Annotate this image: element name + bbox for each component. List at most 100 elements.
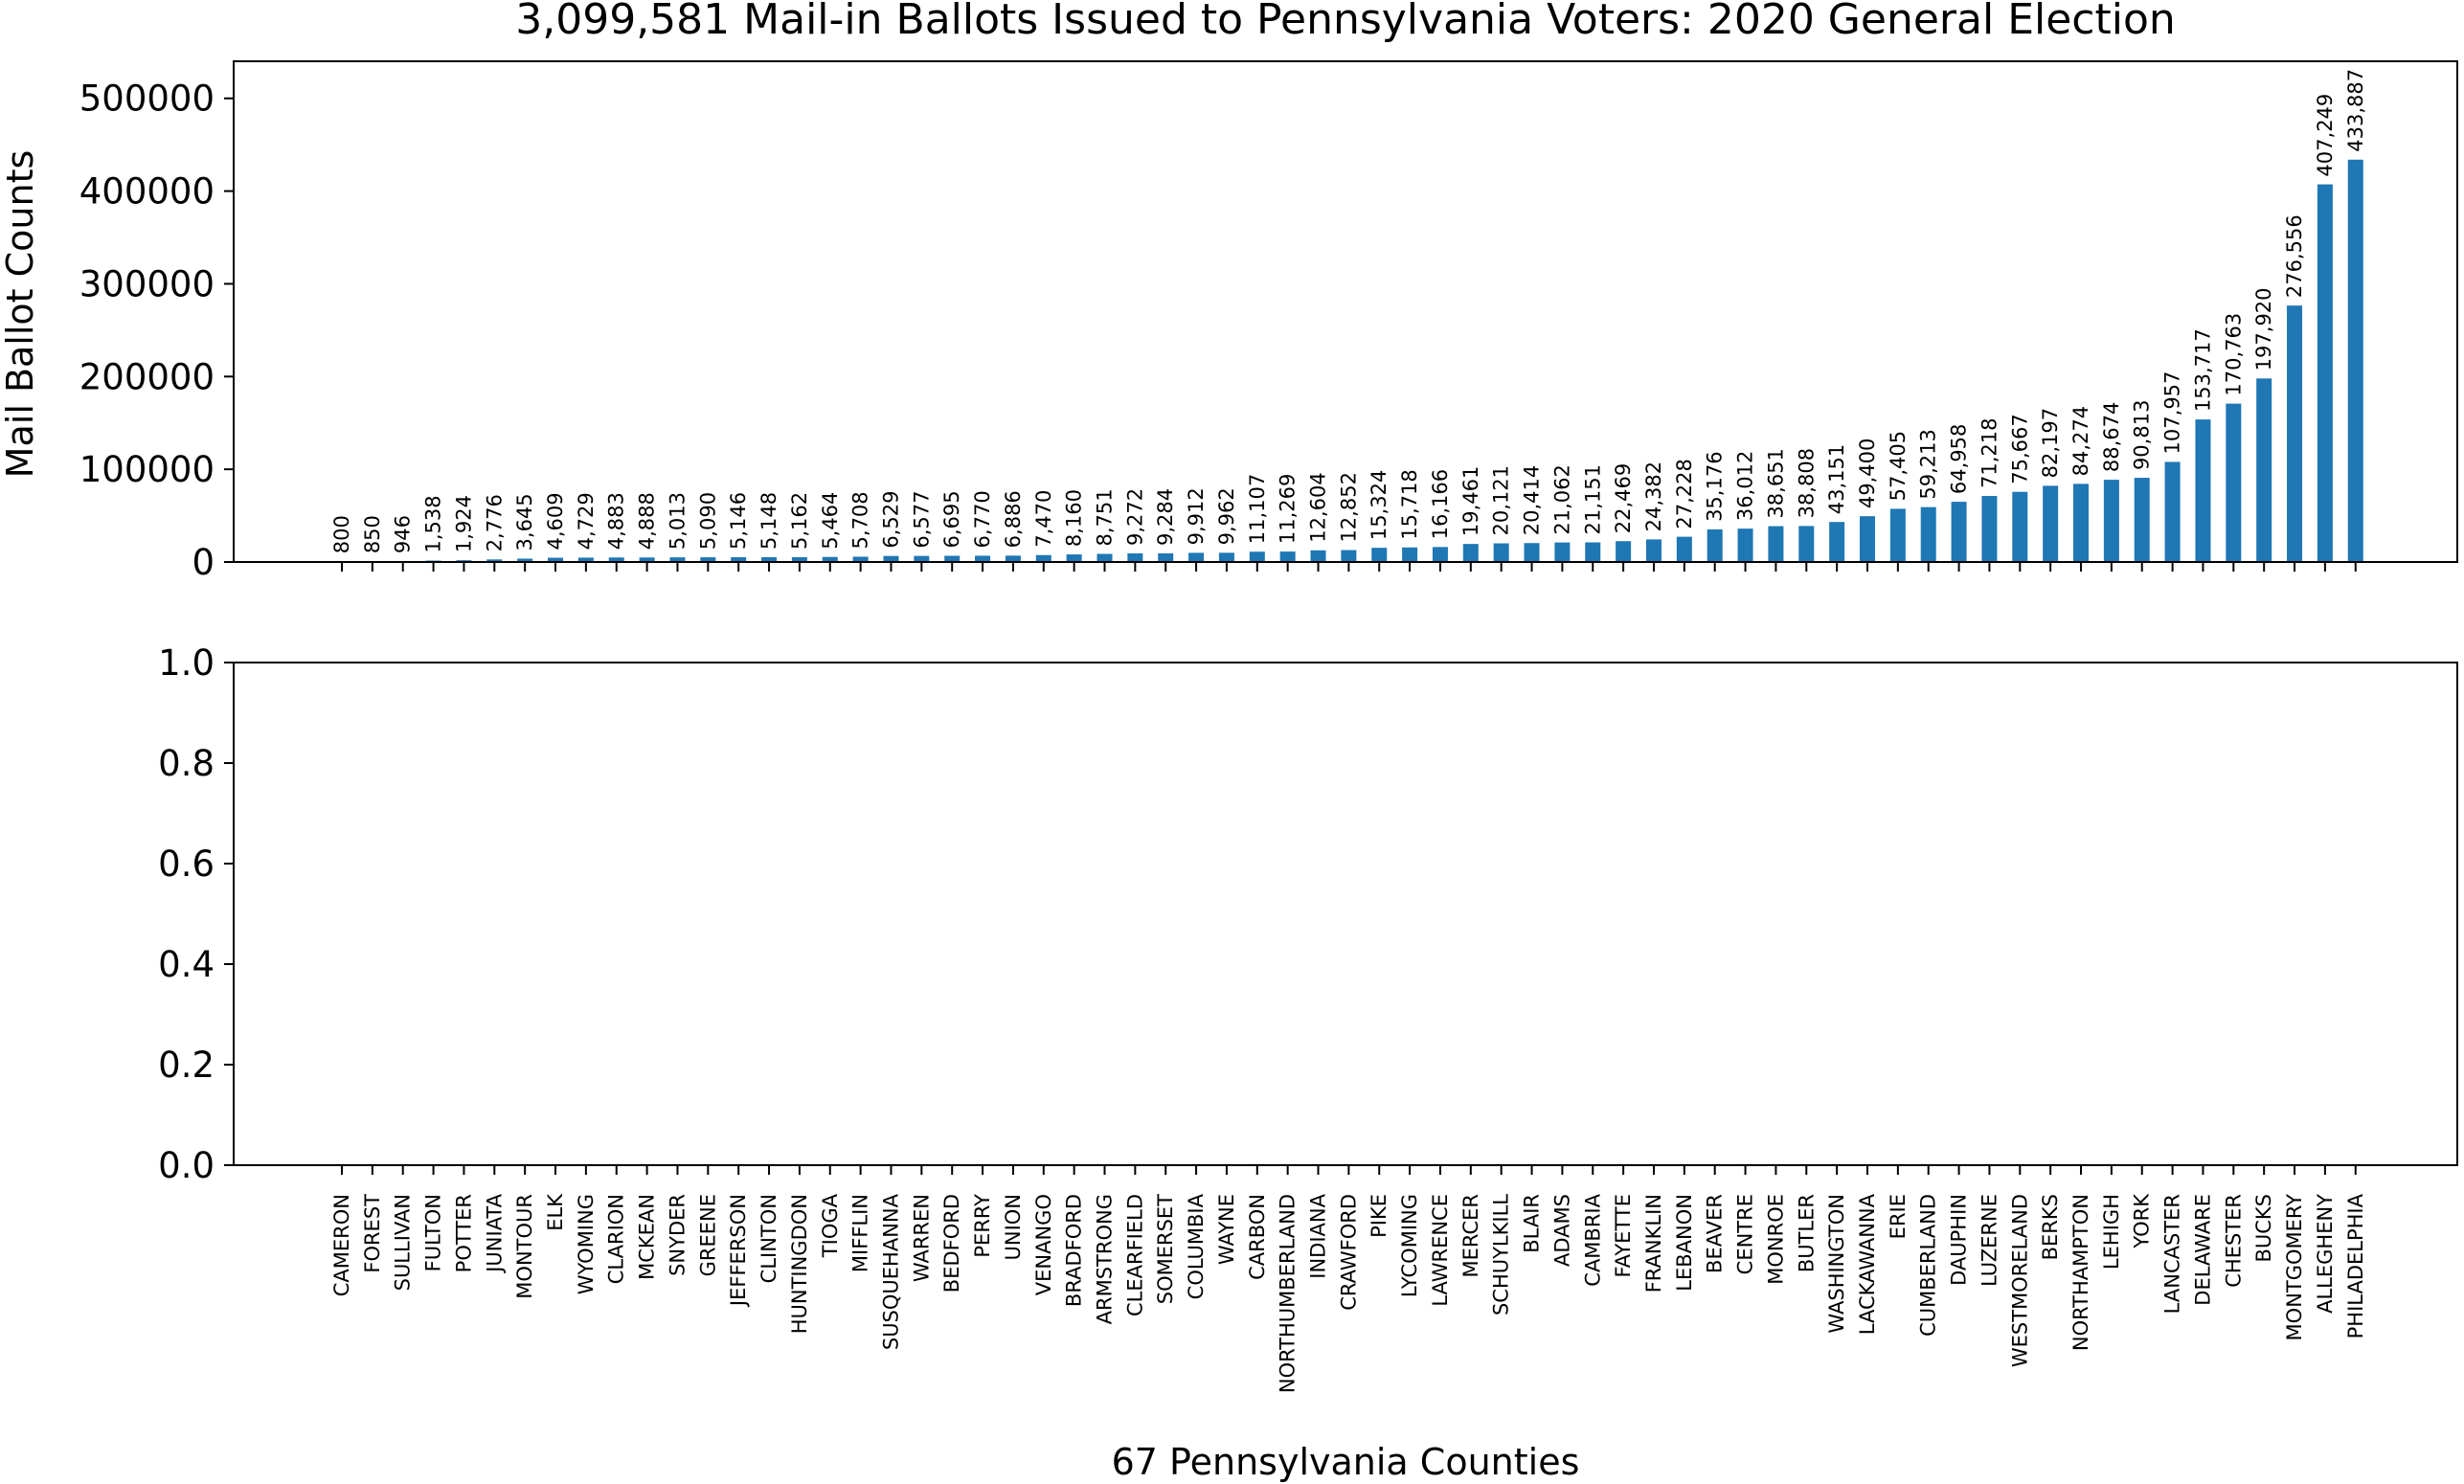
x-tick-label-chester: CHESTER [2222, 1194, 2245, 1288]
data-label: 11,269 [1277, 474, 1300, 544]
bar-westmoreland [2012, 491, 2028, 562]
top-plot-frame [233, 60, 2458, 563]
data-label: 1,924 [452, 495, 475, 552]
data-label: 15,718 [1398, 469, 1421, 539]
y-tick-label: 300000 [79, 263, 215, 304]
bar-erie [1889, 508, 1906, 562]
bar-beaver [1707, 528, 1723, 562]
bar-clarion [608, 557, 624, 562]
y-axis-label: Mail Ballot Counts [0, 150, 41, 479]
bar-wyoming [577, 557, 594, 562]
x-tick-label-union: UNION [1002, 1194, 1025, 1261]
data-label: 153,717 [2191, 328, 2214, 412]
bar-bradford [1066, 554, 1082, 562]
data-label: 90,813 [2131, 400, 2154, 470]
x-tick-label-berks: BERKS [2039, 1194, 2062, 1260]
data-label: 9,284 [1154, 488, 1177, 546]
data-label: 4,883 [605, 492, 628, 550]
bar-berks [2043, 485, 2059, 562]
bar-mifflin [852, 556, 869, 562]
x-tick-label-snyder: SNYDER [666, 1194, 689, 1276]
data-label: 27,228 [1673, 459, 1696, 528]
bar-venango [1035, 554, 1051, 562]
bar-montgomery [2287, 305, 2303, 562]
data-label: 9,962 [1215, 487, 1238, 545]
data-label: 6,529 [879, 491, 902, 549]
data-label: 5,146 [727, 492, 750, 550]
data-label: 946 [392, 515, 415, 553]
x-tick-label-delaware: DELAWARE [2191, 1194, 2214, 1306]
x-tick-label-somerset: SOMERSET [1154, 1194, 1177, 1304]
x-tick-label-juniata: JUNIATA [483, 1193, 506, 1273]
data-label: 88,674 [2100, 402, 2123, 472]
x-tick-label-fulton: FULTON [422, 1194, 445, 1271]
bar-delaware [2195, 419, 2211, 562]
data-label: 407,249 [2314, 94, 2337, 177]
bar-lawrence [1432, 547, 1448, 562]
x-axis-label: 67 Pennsylvania Counties [1112, 1441, 1580, 1483]
x-tick-label-lawrence: LAWRENCE [1429, 1194, 1452, 1307]
data-label: 24,382 [1642, 461, 1665, 531]
data-label: 22,469 [1612, 463, 1635, 533]
bottom-plot-frame [233, 662, 2458, 1166]
x-tick-label-wyoming: WYOMING [575, 1194, 598, 1294]
bar-jefferson [731, 557, 747, 562]
x-tick-label-huntingdon: HUNTINGDON [788, 1194, 811, 1334]
x-tick-label-lancaster: LANCASTER [2161, 1194, 2184, 1314]
y-tick-label: 200000 [79, 356, 215, 397]
data-label: 8,751 [1094, 488, 1117, 546]
bar-cumberland [1920, 506, 1936, 562]
x-tick-label-lehigh: LEHIGH [2100, 1194, 2123, 1270]
x-tick-label-elk: ELK [544, 1193, 567, 1231]
data-label: 9,912 [1185, 487, 1208, 545]
x-tick-label-luzerne: LUZERNE [1978, 1194, 2001, 1287]
data-label: 5,013 [666, 492, 689, 550]
y-tick-label: 500000 [79, 79, 215, 120]
bar-clinton [761, 557, 778, 562]
bar-monroe [1768, 526, 1784, 562]
bar-cambria [1585, 542, 1601, 562]
x-tick-label-schuylkill: SCHUYLKILL [1490, 1194, 1513, 1315]
data-label: 7,470 [1032, 490, 1055, 548]
data-label: 71,218 [1978, 418, 2001, 488]
x-tick-label-montgomery: MONTGOMERY [2283, 1194, 2306, 1341]
data-label: 5,708 [849, 491, 872, 549]
x-tick-label-cameron: CAMERON [330, 1194, 353, 1296]
bar-lycoming [1402, 547, 1418, 562]
data-label: 64,958 [1948, 424, 1971, 494]
data-label: 4,729 [575, 492, 598, 550]
bar-crawford [1341, 550, 1357, 562]
data-label: 4,888 [636, 492, 659, 550]
data-label: 850 [361, 515, 384, 553]
bar-montour [517, 558, 533, 562]
data-label: 35,176 [1704, 451, 1727, 521]
bar-lebanon [1676, 536, 1692, 562]
x-tick-label-wayne: WAYNE [1215, 1194, 1238, 1265]
bar-mercer [1462, 544, 1479, 562]
bar-philadelphia [2347, 159, 2363, 562]
data-label: 19,461 [1459, 466, 1482, 536]
x-tick-label-warren: WARREN [910, 1194, 933, 1282]
data-label: 84,274 [2069, 406, 2092, 476]
bar-juniata [486, 559, 503, 562]
bar-adams [1554, 542, 1571, 562]
chart-title: 3,099,581 Mail-in Ballots Issued to Penn… [515, 0, 2176, 44]
data-label: 43,151 [1825, 444, 1848, 514]
bar-washington [1829, 522, 1845, 562]
data-label: 9,272 [1123, 488, 1146, 546]
data-label: 20,414 [1521, 465, 1544, 535]
y-tick-label: 1.0 [158, 642, 215, 684]
bar-dauphin [1951, 502, 1967, 562]
bar-schuylkill [1493, 543, 1509, 562]
data-label: 15,324 [1368, 470, 1390, 540]
data-label: 49,400 [1856, 438, 1879, 508]
data-label: 21,151 [1581, 464, 1604, 534]
data-label: 38,651 [1764, 448, 1787, 518]
bar-blair [1524, 543, 1540, 562]
x-tick-label-adams: ADAMS [1550, 1194, 1573, 1267]
bar-snyder [669, 557, 686, 562]
x-tick-label-susquehanna: SUSQUEHANNA [879, 1193, 902, 1350]
bar-butler [1798, 526, 1815, 562]
